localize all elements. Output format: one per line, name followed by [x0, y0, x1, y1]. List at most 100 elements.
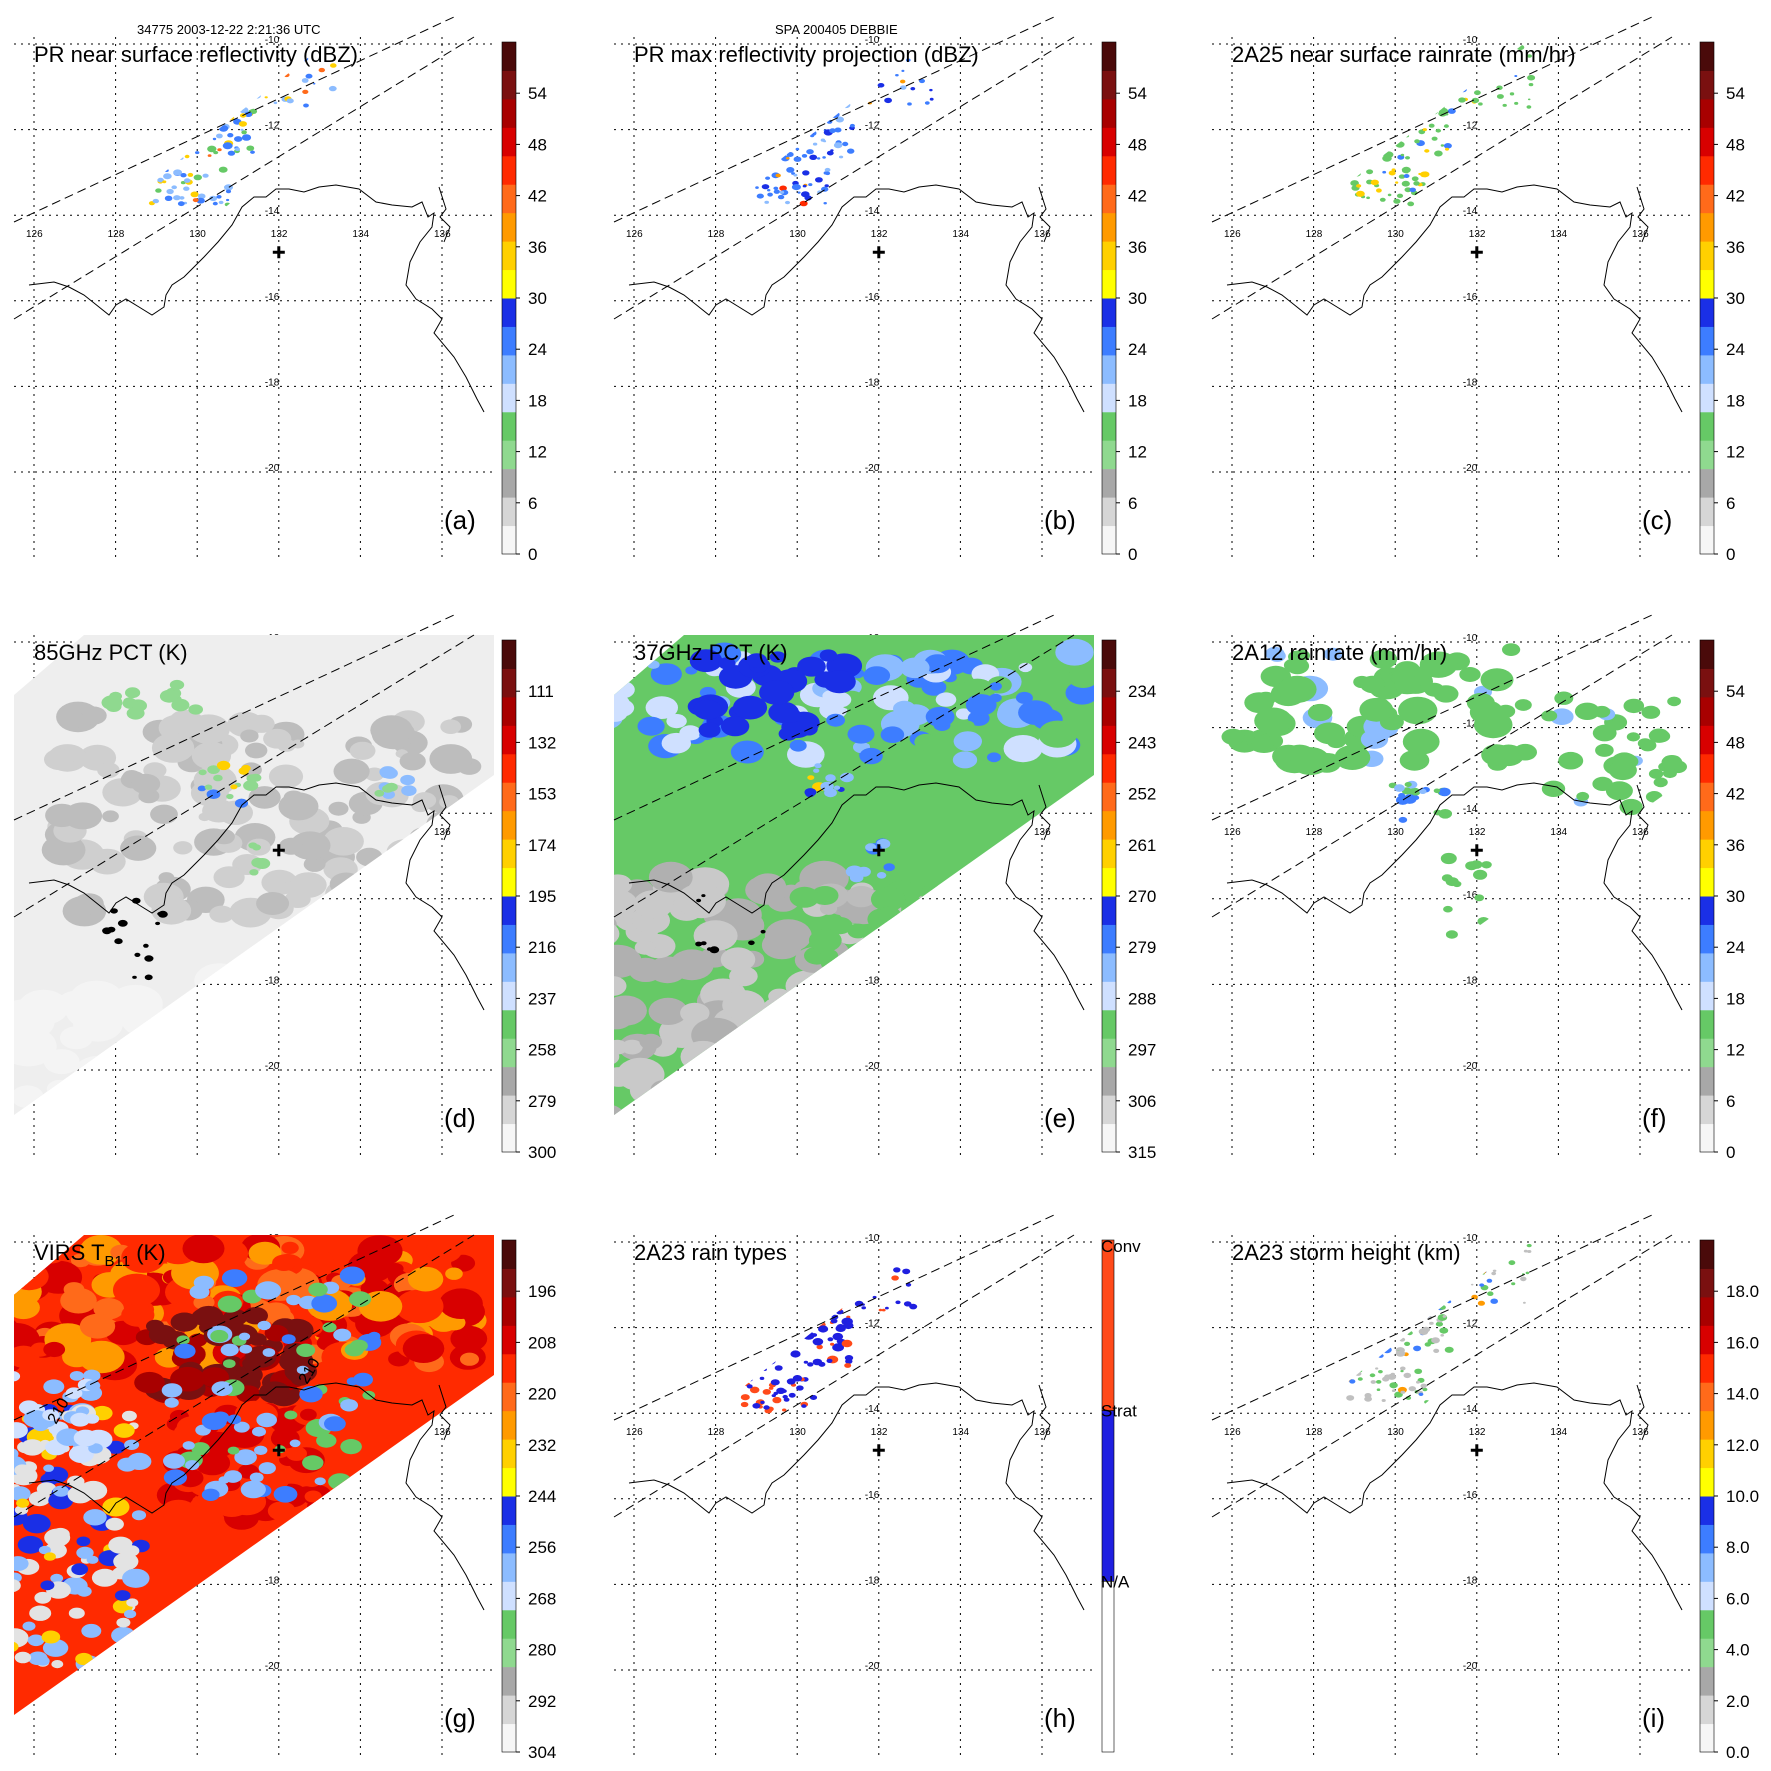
field-cell: [1436, 1274, 1444, 1280]
field-cell: [652, 1089, 696, 1115]
colorbar-segment: [1102, 241, 1116, 271]
field-cell: [178, 156, 184, 160]
colorbar-segment: [502, 184, 516, 214]
swath-edge: [13, 36, 475, 320]
field-cell: [179, 124, 187, 130]
colorbar-segment: [1102, 298, 1116, 327]
field-cell: [1443, 124, 1449, 128]
field-cell: [220, 1343, 239, 1357]
colorbar-segment: [1700, 1296, 1714, 1326]
field-cell: [281, 1334, 296, 1344]
field-cell: [1346, 1372, 1354, 1378]
field-cell: [768, 123, 772, 126]
field-cell: [740, 122, 748, 128]
colorbar-tick-label: 36: [528, 238, 547, 257]
field-cell: [1335, 152, 1342, 157]
field-cell: [760, 929, 766, 934]
field-cell: [436, 871, 479, 902]
field-cell: [786, 157, 790, 160]
field-cell: [836, 107, 843, 112]
colorbar-tick-label: 36: [1128, 238, 1147, 257]
field-cell: [746, 653, 768, 668]
field-cell: [1345, 109, 1350, 112]
field-cell: [221, 1269, 248, 1287]
storm-name: SPA 200405 DEBBIE: [775, 22, 898, 37]
field-cell: [1438, 787, 1451, 797]
field-cell: [1414, 1368, 1423, 1374]
field-cell: [835, 116, 844, 123]
field-cell: [734, 149, 738, 153]
field-cell: [790, 90, 795, 94]
field-cell: [1661, 755, 1683, 770]
swath-edge: [1211, 1234, 1673, 1518]
field-cell: [223, 106, 227, 109]
colorbar-tick-label: 0.0: [1726, 1743, 1750, 1762]
field-cell: [745, 1100, 770, 1115]
field-cell: [133, 112, 141, 118]
field-cell: [920, 900, 951, 922]
field-cell: [1394, 675, 1421, 694]
field-cell: [587, 1074, 609, 1089]
field-cell: [204, 104, 211, 109]
field-cell: [805, 1315, 814, 1322]
colorbar-tick-label: 2.0: [1726, 1692, 1750, 1711]
field-cell: [238, 121, 247, 127]
field-cell: [43, 1341, 66, 1358]
colorbar-segment: [1102, 1038, 1116, 1068]
field-cell: [1398, 118, 1404, 122]
field-cell: [1372, 137, 1382, 144]
field-cell: [73, 893, 104, 915]
field-cell: [1407, 201, 1415, 207]
field-cell: [1541, 780, 1566, 797]
field-cell: [1335, 1319, 1339, 1323]
field-cell: [207, 145, 217, 153]
colorbar-segment: [502, 1439, 516, 1469]
field-cell: [1420, 1383, 1427, 1389]
swath-edge: [1211, 36, 1673, 320]
field-cell: [1334, 1330, 1340, 1335]
field-cell: [163, 173, 172, 180]
field-cell: [1450, 1348, 1454, 1351]
field-cell: [179, 196, 185, 200]
field-cell: [1422, 1387, 1428, 1392]
field-cell: [182, 1235, 225, 1264]
field-cell: [680, 1040, 726, 1073]
field-cell: [273, 1486, 298, 1503]
colorbar-tick-label: 54: [1128, 84, 1147, 103]
field-cell: [779, 1068, 820, 1097]
colorbar-segment: [1102, 411, 1116, 441]
field-cell: [162, 180, 167, 184]
coastline: [628, 1382, 1085, 1611]
colorbar-segment: [1700, 867, 1714, 897]
field-cell: [173, 195, 181, 201]
field-cell: [178, 96, 186, 102]
field-cell: [111, 1626, 136, 1644]
field-cell: [1435, 94, 1440, 98]
colorbar-tick-label: 279: [528, 1092, 556, 1111]
field-cell: [804, 109, 813, 115]
field-cell: [143, 943, 149, 948]
field-cell: [14, 1266, 16, 1284]
field-cell: [207, 765, 220, 774]
field-cell: [826, 713, 845, 727]
colorbar-segment: [502, 1581, 516, 1611]
field-cell: [204, 784, 213, 790]
field-cell: [770, 1353, 778, 1358]
colorbar-segment: [502, 497, 516, 527]
field-cell: [760, 127, 770, 135]
field-cell: [329, 872, 363, 896]
field-cell: [1362, 1313, 1366, 1316]
field-cell: [110, 908, 118, 914]
storm-center-cross: [1470, 1444, 1483, 1457]
field-cell: [786, 125, 792, 129]
field-cell: [1458, 97, 1466, 103]
field-cell: [842, 71, 851, 77]
field-cell: [843, 1263, 851, 1269]
field-cell: [1433, 103, 1440, 108]
lat-tick-label: -20: [865, 463, 880, 474]
colorbar-segment: [502, 896, 516, 925]
field-cell: [1332, 1348, 1341, 1354]
field-cell: [1356, 184, 1362, 188]
field-cell: [1351, 1333, 1359, 1339]
field-cell: [333, 758, 370, 784]
